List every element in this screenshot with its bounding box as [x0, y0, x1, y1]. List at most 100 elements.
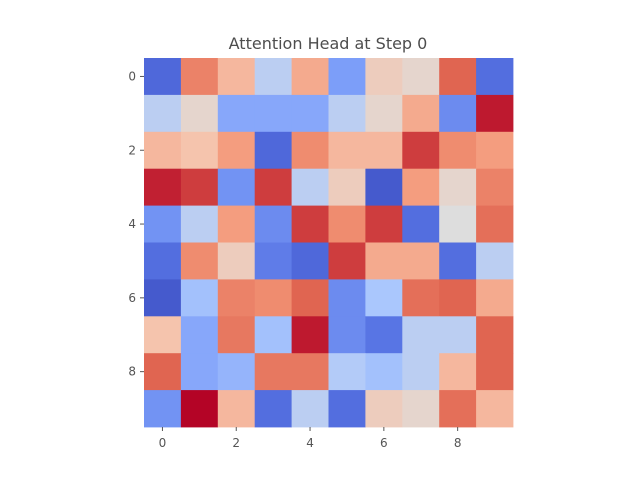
heatmap-cell-r5-c8	[439, 242, 477, 280]
heatmap-cell-r3-c2	[217, 168, 256, 206]
heatmap-cell-r3-c8	[439, 168, 477, 206]
heatmap-cell-r8-c0	[144, 353, 182, 391]
heatmap-cell-r0-c6	[365, 58, 403, 96]
heatmap-cell-r7-c5	[328, 316, 366, 354]
heatmap-cell-r3-c5	[328, 168, 366, 206]
heatmap-cell-r3-c3	[254, 168, 292, 206]
y-axis: 0 2 4 6 8	[128, 69, 144, 379]
heatmap-cell-r0-c5	[328, 58, 366, 96]
heatmap-cell-r9-c0	[144, 390, 182, 428]
heatmap-cell-r7-c0	[144, 316, 182, 354]
heatmap-cell-r9-c8	[439, 390, 477, 428]
heatmap-cell-r8-c6	[365, 353, 403, 391]
heatmap-cell-r3-c6	[365, 168, 403, 206]
heatmap-cell-r9-c6	[365, 390, 403, 428]
heatmap-cell-r1-c8	[439, 94, 477, 133]
heatmap-cell-r4-c4	[291, 205, 329, 243]
heatmap-cell-r7-c2	[217, 316, 256, 354]
heatmap-cell-r4-c3	[254, 205, 292, 243]
heatmap-cell-r4-c5	[328, 205, 366, 243]
heatmap-cell-r4-c6	[365, 205, 403, 243]
heatmap-cell-r4-c1	[180, 205, 219, 243]
heatmap-cell-r4-c7	[402, 205, 440, 243]
heatmap-cell-r2-c5	[328, 131, 366, 170]
heatmap-cell-r7-c7	[402, 316, 440, 354]
heatmap-cell-r0-c9	[476, 58, 514, 96]
heatmap-cell-r1-c1	[180, 94, 219, 133]
heatmap-cell-r6-c7	[402, 279, 440, 317]
heatmap-cell-r5-c5	[328, 242, 366, 280]
heatmap-cell-r0-c1	[180, 58, 219, 96]
heatmap-cell-r0-c3	[254, 58, 292, 96]
heatmap-cell-r6-c9	[476, 279, 514, 317]
heatmap-cell-r6-c5	[328, 279, 366, 317]
heatmap-cell-r2-c9	[476, 131, 514, 170]
heatmap-cell-r2-c0	[144, 131, 182, 170]
heatmap-cell-r8-c4	[291, 353, 329, 391]
y-tick-label: 6	[128, 291, 136, 305]
x-tick-label: 4	[306, 436, 314, 450]
x-tick-label: 6	[380, 436, 388, 450]
heatmap-cell-r9-c7	[402, 390, 440, 428]
y-tick-label: 8	[128, 365, 136, 379]
heatmap-cell-r7-c3	[254, 316, 292, 354]
heatmap-cell-r4-c9	[476, 205, 514, 243]
heatmap-cell-r1-c7	[402, 94, 440, 133]
heatmap-cell-r7-c9	[476, 316, 514, 354]
x-tick-label: 8	[454, 436, 462, 450]
heatmap-cell-r7-c8	[439, 316, 477, 354]
heatmap-cell-r1-c5	[328, 94, 366, 133]
heatmap-cell-r2-c7	[402, 131, 440, 170]
heatmap-cell-r6-c0	[144, 279, 182, 317]
heatmap-cell-r9-c1	[180, 390, 219, 428]
heatmap-cell-r1-c2	[217, 94, 256, 133]
heatmap-cell-r6-c8	[439, 279, 477, 317]
x-tick-label: 0	[159, 436, 167, 450]
heatmap-cell-r5-c2	[217, 242, 256, 280]
heatmap-cell-r5-c3	[254, 242, 292, 280]
heatmap-cell-r0-c2	[217, 58, 256, 96]
heatmap-cells	[144, 58, 514, 428]
heatmap-cell-r0-c0	[144, 58, 182, 96]
heatmap-cell-r9-c9	[476, 390, 514, 428]
heatmap-cell-r9-c4	[291, 390, 329, 428]
heatmap-cell-r7-c1	[180, 316, 219, 354]
heatmap-cell-r1-c9	[476, 94, 514, 133]
x-tick-label: 2	[232, 436, 240, 450]
heatmap-cell-r6-c6	[365, 279, 403, 317]
heatmap-cell-r8-c7	[402, 353, 440, 391]
heatmap-cell-r2-c6	[365, 131, 403, 170]
heatmap-cell-r5-c6	[365, 242, 403, 280]
heatmap-cell-r9-c2	[217, 390, 256, 428]
heatmap-cell-r5-c7	[402, 242, 440, 280]
heatmap-cell-r3-c0	[144, 168, 182, 206]
heatmap-cell-r8-c9	[476, 353, 514, 391]
heatmap-cell-r0-c4	[291, 58, 329, 96]
heatmap-cell-r8-c3	[254, 353, 292, 391]
heatmap-cell-r6-c3	[254, 279, 292, 317]
x-axis: 0 2 4 6 8	[159, 427, 462, 450]
heatmap-cell-r3-c1	[180, 168, 219, 206]
heatmap-cell-r1-c4	[291, 94, 329, 133]
heatmap-cell-r1-c6	[365, 94, 403, 133]
heatmap-cell-r2-c1	[180, 131, 219, 170]
heatmap-cell-r1-c0	[144, 94, 182, 133]
heatmap-cell-r4-c2	[217, 205, 256, 243]
chart-title: Attention Head at Step 0	[229, 34, 428, 53]
heatmap-cell-r5-c9	[476, 242, 514, 280]
heatmap-cell-r7-c6	[365, 316, 403, 354]
heatmap-cell-r3-c7	[402, 168, 440, 206]
heatmap-cell-r8-c8	[439, 353, 477, 391]
heatmap-cell-r2-c2	[217, 131, 256, 170]
heatmap-cell-r3-c9	[476, 168, 514, 206]
heatmap-cell-r9-c5	[328, 390, 366, 428]
heatmap-cell-r2-c8	[439, 131, 477, 170]
heatmap-cell-r0-c8	[439, 58, 477, 96]
heatmap-cell-r2-c3	[254, 131, 292, 170]
heatmap-cell-r8-c2	[217, 353, 256, 391]
heatmap-cell-r6-c2	[217, 279, 256, 317]
heatmap-cell-r1-c3	[254, 94, 292, 133]
heatmap-cell-r2-c4	[291, 131, 329, 170]
heatmap-cell-r5-c0	[144, 242, 182, 280]
